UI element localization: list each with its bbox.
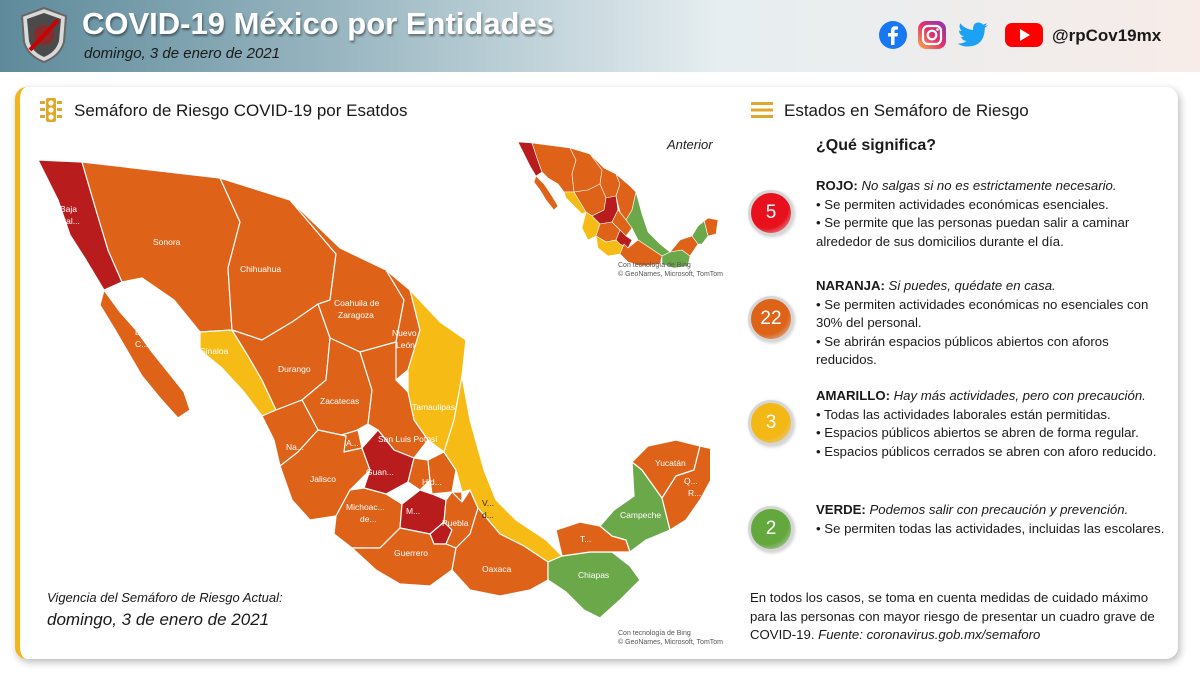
- inset-bing-credit-line1: Con tecnología de Bing: [618, 262, 691, 269]
- level-naranja-bullet-1: • Se permiten actividades económicas no …: [816, 296, 1149, 331]
- label-chiapas: Chiapas: [578, 570, 609, 580]
- twitter-handle[interactable]: @rpCov19mx: [1052, 26, 1162, 45]
- main-bing-credit-line1: Con tecnología de Bing: [618, 630, 691, 637]
- mexico-risk-map: Baja Cal... B... C... Sonora Chihuahua C…: [37, 159, 710, 619]
- label-coahuila: Coahuila de: [334, 298, 380, 308]
- map-section-title: Semáforo de Riesgo COVID-19 por Esatdos: [74, 101, 408, 120]
- page-title: COVID-19 México por Entidades: [82, 6, 554, 41]
- label-guanajuato: Guan...: [366, 467, 394, 477]
- main-bing-credit: Con tecnología de Bing © GeoNames, Micro…: [618, 629, 723, 647]
- level-amarillo-bullet-3: • Espacios públicos cerrados se abren co…: [816, 443, 1157, 459]
- twitter-icon[interactable]: [956, 20, 990, 50]
- inset-bing-credit: Con tecnología de Bing © GeoNames, Micro…: [618, 261, 723, 279]
- level-naranja-tagline: Si puedes, quédate en casa.: [888, 278, 1056, 293]
- label-puebla: Puebla: [442, 518, 469, 528]
- traffic-light-icon: [40, 98, 62, 122]
- label-chihuahua: Chihuahua: [240, 264, 281, 274]
- vigencia-date: domingo, 3 de enero de 2021: [47, 610, 270, 629]
- level-rojo-name: ROJO:: [816, 178, 858, 193]
- state-chiapas: [547, 551, 641, 619]
- level-rojo: ROJO: No salgas si no es estrictamente n…: [816, 177, 1166, 251]
- footer-text: En todos los casos, se toma en cuenta me…: [750, 590, 1155, 642]
- previous-risk-map: [517, 141, 719, 269]
- label-tamaulipas: Tamaulipas: [412, 402, 455, 412]
- label-bcs-2: C...: [135, 339, 148, 349]
- badge-amarillo: 3: [748, 400, 794, 446]
- level-verde-tagline: Podemos salir con precaución y prevenció…: [869, 502, 1129, 517]
- label-tabasco: T...: [580, 534, 591, 544]
- label-veracruz-2: d...: [482, 510, 494, 520]
- level-naranja: NARANJA: Si puedes, quédate en casa. • S…: [816, 277, 1166, 370]
- level-amarillo-name: AMARILLO:: [816, 388, 890, 403]
- state-tamaulipas: [407, 289, 467, 453]
- label-michoacan: Michoac...: [346, 502, 385, 512]
- main-bing-credit-line2: © GeoNames, Microsoft, TomTom: [618, 639, 723, 646]
- state-quintana-roo: [661, 445, 710, 531]
- level-rojo-tagline: No salgas si no es estrictamente necesar…: [861, 178, 1117, 193]
- badge-verde: 2: [748, 506, 794, 552]
- level-verde-bullet-1: • Se permiten todas las actividades, inc…: [816, 520, 1165, 536]
- label-veracruz: V...: [482, 498, 494, 508]
- label-hidalgo: Hid...: [422, 477, 442, 487]
- level-naranja-bullet-2: • Se abrirán espacios públicos abiertos …: [816, 333, 1109, 368]
- label-zacatecas: Zacatecas: [320, 396, 359, 406]
- label-campeche: Campeche: [620, 510, 661, 520]
- label-baja-california: Baja: [60, 204, 77, 214]
- level-naranja-name: NARANJA:: [816, 278, 885, 293]
- label-nayarit: Na...: [286, 442, 304, 452]
- label-bcs: B...: [135, 327, 148, 337]
- level-rojo-bullet-2: • Se permite que las personas puedan sal…: [816, 215, 1130, 249]
- label-aguascalientes: A...: [346, 438, 359, 448]
- state-san-luis-potosi: [359, 341, 429, 459]
- label-san-luis-potosi: San Luis Potosí: [378, 434, 438, 444]
- legend-section-title: Estados en Semáforo de Riesgo: [784, 101, 1029, 120]
- state-labels: Baja Cal... B... C... Sonora Chihuahua C…: [60, 204, 701, 580]
- level-amarillo: AMARILLO: Hay más actividades, pero con …: [816, 387, 1166, 461]
- vigencia-label: Vigencia del Semáforo de Riesgo Actual:: [47, 590, 283, 605]
- label-nuevo-leon-2: León: [396, 340, 415, 350]
- state-guerrero: [351, 527, 457, 587]
- inset-bing-credit-line2: © GeoNames, Microsoft, TomTom: [618, 271, 723, 278]
- label-oaxaca: Oaxaca: [482, 564, 512, 574]
- label-michoacan-2: de...: [360, 514, 377, 524]
- label-jalisco: Jalisco: [310, 474, 336, 484]
- page-date: domingo, 3 de enero de 2021: [84, 45, 280, 62]
- label-baja-california-2: Cal...: [60, 216, 80, 226]
- footer-source-label: Fuente:: [818, 627, 863, 642]
- label-durango: Durango: [278, 364, 311, 374]
- label-mexico: M...: [406, 506, 420, 516]
- level-verde-name: VERDE:: [816, 502, 866, 517]
- header-bar: COVID-19 México por Entidades domingo, 3…: [0, 0, 1200, 72]
- level-amarillo-bullet-1: • Todas las actividades laborales están …: [816, 406, 1111, 422]
- anterior-label: Anterior: [667, 137, 713, 152]
- question-title: ¿Qué significa?: [816, 137, 937, 154]
- state-baja-california-sur: [99, 289, 191, 419]
- badge-naranja: 22: [748, 296, 794, 342]
- level-amarillo-tagline: Hay más actividades, pero con precaución…: [893, 388, 1146, 403]
- footer-note: En todos los casos, se toma en cuenta me…: [750, 589, 1170, 645]
- label-sonora: Sonora: [153, 237, 181, 247]
- level-rojo-bullet-1: • Se permiten actividades económicas ese…: [816, 196, 1109, 212]
- badge-rojo: 5: [748, 190, 794, 236]
- label-nuevo-leon: Nuevo: [392, 328, 417, 338]
- label-guerrero: Guerrero: [394, 548, 428, 558]
- label-coahuila-2: Zaragoza: [338, 310, 374, 320]
- menu-lines-icon: [751, 102, 773, 118]
- label-sinaloa: Sinaloa: [200, 346, 229, 356]
- label-yucatan: Yucatán: [655, 458, 686, 468]
- instagram-icon[interactable]: [917, 20, 947, 50]
- footer-source[interactable]: coronavirus.gob.mx/semaforo: [866, 627, 1041, 642]
- level-verde: VERDE: Podemos salir con precaución y pr…: [816, 501, 1166, 538]
- label-quintana-roo-2: R...: [688, 488, 701, 498]
- youtube-icon[interactable]: [1004, 20, 1044, 50]
- label-quintana-roo: Q...: [684, 476, 698, 486]
- level-amarillo-bullet-2: • Espacios públicos abiertos se abren de…: [816, 425, 1139, 440]
- covid-shield-logo: [20, 6, 68, 64]
- facebook-icon[interactable]: [878, 20, 908, 50]
